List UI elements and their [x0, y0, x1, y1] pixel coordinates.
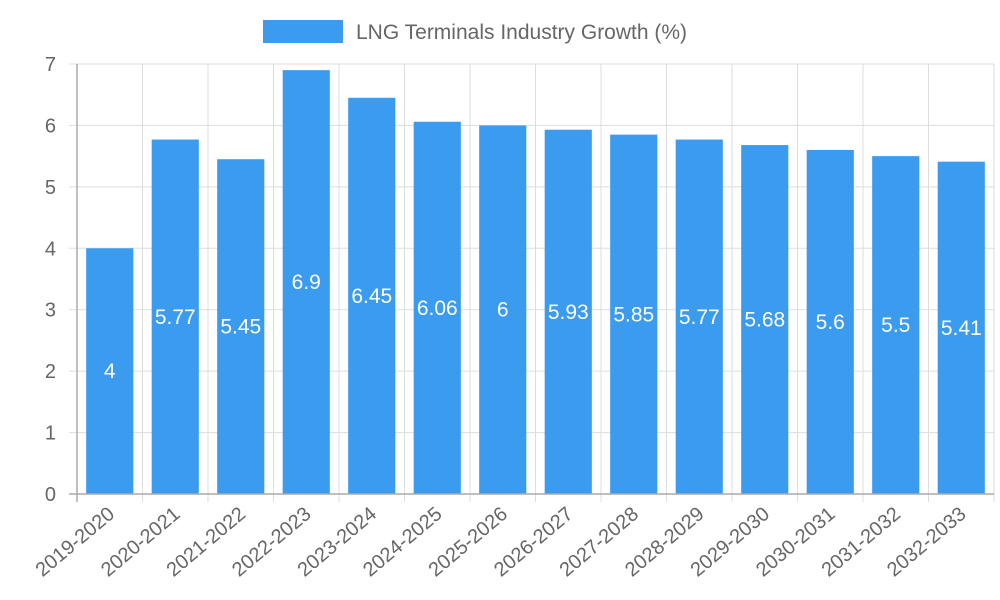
- bar-2028-2029[interactable]: [675, 139, 723, 495]
- y-tick-label-6: 6: [45, 115, 56, 137]
- data-label-2020-2021: 5.77: [155, 306, 196, 329]
- axes: [69, 64, 994, 502]
- bar-2021-2022[interactable]: [217, 159, 265, 494]
- bar-2032-2033[interactable]: [937, 161, 985, 494]
- data-label-2024-2025: 6.06: [417, 297, 458, 320]
- bar-2024-2025[interactable]: [413, 121, 461, 494]
- data-label-2022-2023: 6.9: [292, 271, 321, 294]
- bar-2019-2020[interactable]: [86, 248, 134, 494]
- legend-swatch: [263, 20, 343, 43]
- y-tick-label-7: 7: [45, 54, 56, 76]
- bar-2026-2027[interactable]: [544, 129, 592, 494]
- legend-label: LNG Terminals Industry Growth (%): [356, 21, 687, 44]
- legend[interactable]: LNG Terminals Industry Growth (%): [263, 20, 687, 44]
- data-label-2025-2026: 6: [497, 299, 509, 322]
- bar-2031-2032[interactable]: [872, 156, 920, 494]
- data-label-2023-2024: 6.45: [351, 285, 392, 308]
- bar-2020-2021[interactable]: [151, 139, 199, 495]
- data-label-2019-2020: 4: [104, 360, 116, 383]
- y-axis-tick-labels: 0 1 2 3 4 5 6 7: [45, 54, 56, 506]
- data-label-2032-2033: 5.41: [941, 317, 982, 340]
- y-tick-label-0: 0: [45, 484, 56, 506]
- data-label-2027-2028: 5.85: [613, 303, 654, 326]
- grid-lines: [69, 63, 995, 502]
- y-tick-label-1: 1: [45, 423, 56, 445]
- bar-2030-2031[interactable]: [806, 150, 854, 494]
- bars: [86, 70, 985, 495]
- y-tick-label-2: 2: [45, 361, 56, 383]
- data-label-2029-2030: 5.68: [744, 309, 785, 332]
- bar-2022-2023[interactable]: [282, 70, 330, 495]
- data-label-2031-2032: 5.5: [881, 314, 910, 337]
- bar-2025-2026[interactable]: [479, 125, 527, 494]
- data-labels: 4 5.77 5.45 6.9 6.45 6.06 6 5.93 5.85 5.77 5.68 5.6…: [104, 271, 982, 383]
- y-tick-label-5: 5: [45, 177, 56, 199]
- data-label-2030-2031: 5.6: [816, 311, 845, 334]
- bar-2027-2028[interactable]: [610, 134, 658, 494]
- y-tick-label-3: 3: [45, 300, 56, 322]
- y-tick-label-4: 4: [45, 238, 56, 260]
- data-label-2028-2029: 5.77: [679, 306, 720, 329]
- data-label-2021-2022: 5.45: [220, 316, 261, 339]
- data-label-2026-2027: 5.93: [548, 301, 589, 324]
- bar-2023-2024[interactable]: [348, 97, 396, 495]
- x-axis-tick-labels: 2019-20202020-20212021-20222022-20232023…: [32, 503, 971, 581]
- bar-2029-2030[interactable]: [741, 145, 789, 495]
